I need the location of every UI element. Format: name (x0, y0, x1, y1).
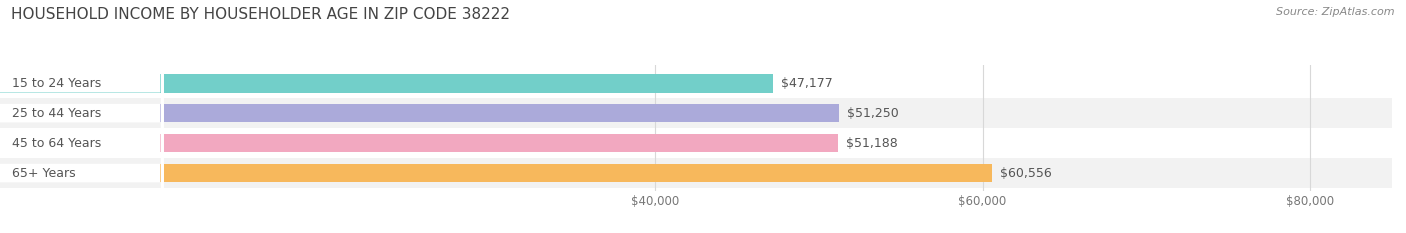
Text: $60,556: $60,556 (1000, 167, 1052, 180)
FancyBboxPatch shape (0, 0, 163, 233)
Bar (0, 164, 991, 182)
Text: $51,188: $51,188 (846, 137, 898, 150)
Bar (0, 104, 839, 123)
Bar (0, 68, 1392, 98)
Text: Source: ZipAtlas.com: Source: ZipAtlas.com (1277, 7, 1395, 17)
Text: 45 to 64 Years: 45 to 64 Years (13, 137, 101, 150)
Bar (0, 128, 1392, 158)
Text: HOUSEHOLD INCOME BY HOUSEHOLDER AGE IN ZIP CODE 38222: HOUSEHOLD INCOME BY HOUSEHOLDER AGE IN Z… (11, 7, 510, 22)
FancyBboxPatch shape (0, 0, 163, 233)
Bar (0, 74, 772, 93)
Text: 65+ Years: 65+ Years (13, 167, 76, 180)
Text: 25 to 44 Years: 25 to 44 Years (13, 107, 101, 120)
Bar (0, 158, 1392, 188)
FancyBboxPatch shape (0, 0, 163, 233)
Bar (0, 134, 838, 152)
Text: $47,177: $47,177 (780, 77, 832, 90)
Text: 15 to 24 Years: 15 to 24 Years (13, 77, 101, 90)
FancyBboxPatch shape (0, 0, 163, 233)
Bar (0, 98, 1392, 128)
Text: $51,250: $51,250 (848, 107, 900, 120)
